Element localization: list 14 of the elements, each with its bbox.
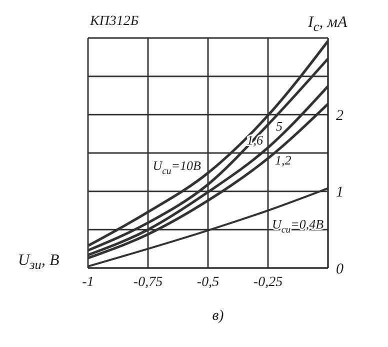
series-label: 5 xyxy=(276,118,283,134)
y-tick-label: 0 xyxy=(336,261,344,278)
x-tick-label: -0,75 xyxy=(133,274,163,290)
y-tick-label: 2 xyxy=(336,108,344,124)
chart-title: КП312Б xyxy=(90,14,139,30)
x-tick-label: -0,25 xyxy=(253,274,283,290)
y-tick-label: 1 xyxy=(336,184,344,201)
series-label: 1,2 xyxy=(275,152,292,168)
text: в) xyxy=(211,308,225,325)
x-tick-label: -1 xyxy=(82,274,94,290)
y-axis-title: I$_{с}$, мА xyxy=(308,14,348,36)
x-tick-label: -0,5 xyxy=(196,274,220,290)
series-label: U$_{си}$=10В xyxy=(152,158,202,177)
x-axis-title: U$_{зи}$, В xyxy=(18,252,60,274)
